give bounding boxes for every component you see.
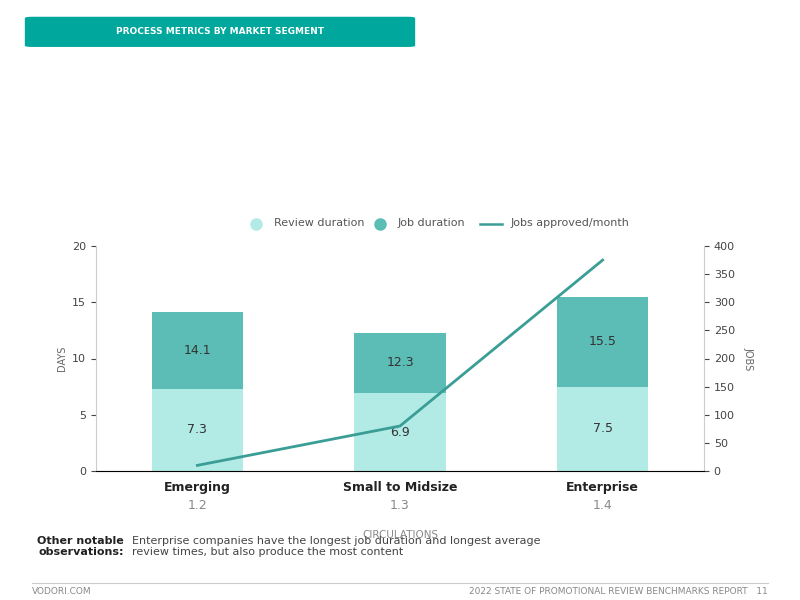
Text: VODORI.COM: VODORI.COM [32,587,92,595]
Y-axis label: JOBS: JOBS [743,347,753,370]
Text: Enterprise companies have the longest job duration and longest average
review ti: Enterprise companies have the longest jo… [132,535,541,557]
Bar [557,386,648,471]
Text: 15.5: 15.5 [589,335,617,348]
Text: Other notable
observations:: Other notable observations: [38,535,124,557]
Text: Jobs approved/month: Jobs approved/month [510,218,630,229]
Text: PROCESS METRICS BY MARKET SEGMENT: PROCESS METRICS BY MARKET SEGMENT [116,28,324,37]
Text: 14.1: 14.1 [183,344,211,357]
FancyBboxPatch shape [24,16,416,48]
Text: 1.4: 1.4 [593,499,613,512]
Bar [557,296,648,386]
Text: 12.3 days and fastest average review time at 6.9 days: 12.3 days and fastest average review tim… [32,134,523,149]
Text: 2022 STATE OF PROMOTIONAL REVIEW BENCHMARKS REPORT   11: 2022 STATE OF PROMOTIONAL REVIEW BENCHMA… [470,587,768,595]
Bar [354,332,446,394]
Text: 7.5: 7.5 [593,422,613,436]
Y-axis label: DAYS: DAYS [57,346,66,371]
Text: 1.2: 1.2 [187,499,207,512]
Text: Small to midsize companies have the shortest average job duration at: Small to midsize companies have the shor… [32,81,669,96]
Bar [152,313,243,389]
Text: 7.3: 7.3 [187,424,207,436]
Text: 12.3: 12.3 [386,356,414,370]
Text: CIRCULATIONS: CIRCULATIONS [362,530,438,539]
Bar [354,394,446,471]
Bar [152,389,243,471]
Text: 1.3: 1.3 [390,499,410,512]
Text: 6.9: 6.9 [390,425,410,439]
Text: Job duration: Job duration [398,218,466,229]
Text: Review duration: Review duration [274,218,364,229]
